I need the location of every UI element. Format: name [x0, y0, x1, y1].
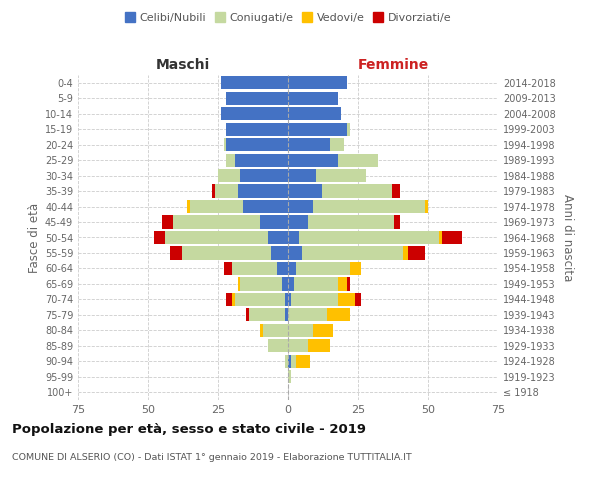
Bar	[302, 246, 403, 260]
Bar	[224, 138, 226, 151]
Bar	[322, 184, 392, 198]
Bar	[249, 308, 285, 322]
Bar	[232, 293, 235, 306]
Bar	[338, 293, 355, 306]
Text: Maschi: Maschi	[156, 58, 210, 72]
Bar	[338, 278, 347, 290]
Bar	[425, 200, 428, 213]
Bar	[288, 293, 291, 306]
Bar	[285, 308, 288, 322]
Bar	[439, 231, 442, 244]
Bar	[226, 92, 288, 105]
Bar	[241, 169, 288, 182]
Bar	[221, 76, 288, 90]
Bar	[224, 262, 232, 275]
Bar	[226, 154, 235, 166]
Bar	[288, 169, 316, 182]
Bar	[268, 231, 288, 244]
Bar	[288, 262, 296, 275]
Bar	[170, 246, 182, 260]
Bar	[308, 216, 394, 228]
Bar	[394, 216, 400, 228]
Bar	[283, 278, 288, 290]
Bar	[330, 138, 344, 151]
Bar	[338, 154, 377, 166]
Bar	[355, 293, 361, 306]
Bar	[347, 278, 350, 290]
Bar	[350, 262, 361, 275]
Text: COMUNE DI ALSERIO (CO) - Dati ISTAT 1° gennaio 2019 - Elaborazione TUTTITALIA.IT: COMUNE DI ALSERIO (CO) - Dati ISTAT 1° g…	[12, 452, 412, 462]
Bar	[271, 246, 288, 260]
Bar	[288, 107, 341, 120]
Bar	[288, 324, 313, 337]
Bar	[288, 354, 291, 368]
Bar	[246, 308, 249, 322]
Bar	[296, 354, 310, 368]
Bar	[285, 354, 288, 368]
Legend: Celibi/Nubili, Coniugati/e, Vedovi/e, Divorziati/e: Celibi/Nubili, Coniugati/e, Vedovi/e, Di…	[120, 8, 456, 28]
Bar	[409, 246, 425, 260]
Bar	[263, 324, 288, 337]
Bar	[226, 138, 288, 151]
Bar	[215, 184, 238, 198]
Bar	[190, 200, 243, 213]
Bar	[313, 324, 333, 337]
Bar	[392, 184, 400, 198]
Bar	[268, 340, 288, 352]
Bar	[288, 92, 338, 105]
Bar	[260, 216, 288, 228]
Bar	[288, 200, 313, 213]
Bar	[288, 231, 299, 244]
Bar	[260, 324, 263, 337]
Text: Popolazione per età, sesso e stato civile - 2019: Popolazione per età, sesso e stato civil…	[12, 422, 366, 436]
Bar	[403, 246, 409, 260]
Bar	[243, 200, 288, 213]
Bar	[288, 216, 308, 228]
Bar	[162, 216, 173, 228]
Bar	[165, 231, 268, 244]
Bar	[187, 200, 190, 213]
Bar	[288, 76, 347, 90]
Bar	[442, 231, 461, 244]
Bar	[238, 278, 241, 290]
Bar	[327, 308, 350, 322]
Bar	[226, 122, 288, 136]
Bar	[288, 278, 293, 290]
Bar	[218, 169, 241, 182]
Bar	[232, 262, 277, 275]
Bar	[291, 354, 296, 368]
Bar	[212, 184, 215, 198]
Bar	[291, 293, 338, 306]
Bar	[288, 308, 327, 322]
Bar	[288, 184, 322, 198]
Bar	[235, 293, 285, 306]
Bar	[288, 122, 347, 136]
Bar	[277, 262, 288, 275]
Bar	[347, 122, 350, 136]
Bar	[238, 184, 288, 198]
Bar	[173, 216, 260, 228]
Bar	[235, 154, 288, 166]
Bar	[288, 138, 330, 151]
Y-axis label: Anni di nascita: Anni di nascita	[561, 194, 574, 281]
Bar	[313, 200, 425, 213]
Bar	[221, 107, 288, 120]
Bar	[288, 340, 308, 352]
Bar	[241, 278, 283, 290]
Bar	[288, 246, 302, 260]
Bar	[296, 262, 350, 275]
Bar	[316, 169, 367, 182]
Bar	[308, 340, 330, 352]
Bar	[288, 154, 338, 166]
Text: Femmine: Femmine	[358, 58, 428, 72]
Bar	[182, 246, 271, 260]
Bar	[293, 278, 338, 290]
Bar	[299, 231, 439, 244]
Bar	[288, 370, 291, 384]
Bar	[154, 231, 165, 244]
Bar	[226, 293, 232, 306]
Y-axis label: Fasce di età: Fasce di età	[28, 202, 41, 272]
Bar	[285, 293, 288, 306]
